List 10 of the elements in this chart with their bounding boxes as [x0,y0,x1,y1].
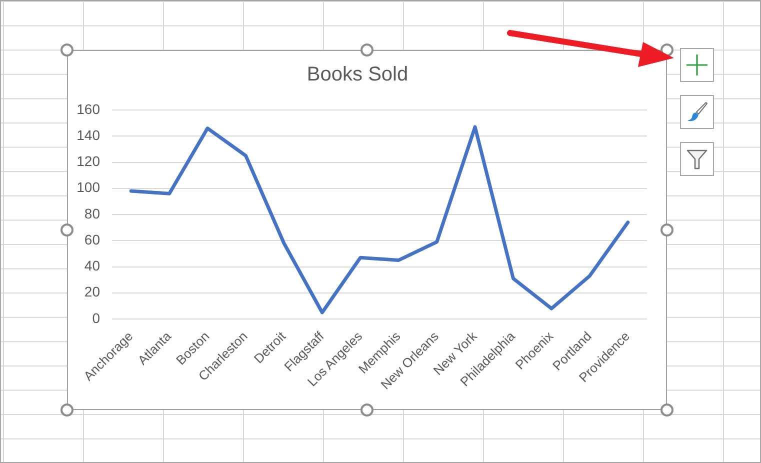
y-tick-label: 40 [84,258,100,274]
y-tick-label: 160 [76,100,100,117]
y-tick-label: 140 [76,126,100,143]
y-tick-label: 0 [92,310,100,326]
y-tick-label: 60 [84,231,100,248]
y-tick-label: 20 [84,284,100,300]
chart-title: Books Sold [306,64,408,86]
y-tick-label: 100 [76,179,100,196]
y-tick-label: 80 [84,205,100,222]
y-tick-label: 120 [76,153,100,170]
